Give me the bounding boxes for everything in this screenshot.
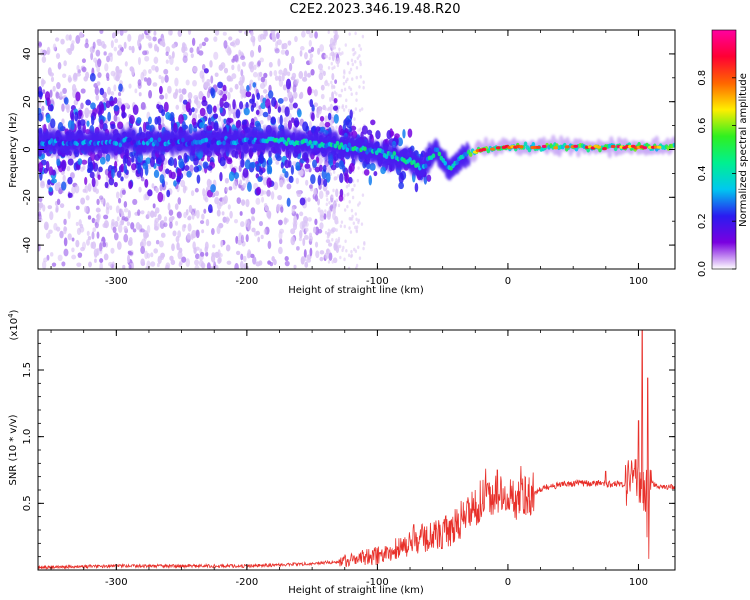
snr-x-axis-title: Height of straight line (km) bbox=[288, 585, 424, 596]
spectrogram-x-tick-label: -100 bbox=[366, 276, 389, 287]
snr-y-ticks: 0.5 1.0 1.5 bbox=[22, 342, 675, 558]
snr-line bbox=[38, 330, 675, 570]
spectrogram-y-axis-title: Frequency (Hz) bbox=[8, 112, 19, 188]
spectrogram-heatmap bbox=[38, 30, 675, 269]
spectrogram-ridge-core bbox=[38, 135, 675, 171]
snr-y-tick-label: 1.5 bbox=[22, 362, 33, 378]
colorbar-frame bbox=[711, 29, 737, 270]
snr-x-ticks: -300 -200 -100 0 100 bbox=[50, 330, 648, 588]
colorbar-tick-label: 0.0 bbox=[697, 261, 708, 277]
snr-y-axis-title: SNR (10 * v/v) bbox=[8, 414, 19, 485]
snr-x-tick-label: 100 bbox=[629, 577, 648, 588]
spectrogram-y-ticks: -40 -20 0 20 40 bbox=[22, 29, 675, 270]
colorbar-ticks: 0.0 0.2 0.4 0.6 0.8 bbox=[697, 70, 736, 277]
colorbar: 0.0 0.2 0.4 0.6 0.8 Normalized spectral ampl… bbox=[697, 29, 749, 277]
colorbar-tick-label: 0.4 bbox=[697, 165, 708, 181]
colorbar-label: Normalized spectral amplitude bbox=[738, 73, 749, 227]
spectrogram-x-tick-label: -300 bbox=[105, 276, 128, 287]
spectrogram-y-tick-label: 40 bbox=[22, 48, 33, 61]
snr-x-tick-label: -300 bbox=[105, 577, 128, 588]
spectrogram-x-tick-label: 0 bbox=[505, 276, 511, 287]
spectrogram-x-axis-title: Height of straight line (km) bbox=[288, 285, 424, 296]
snr-x-tick-label: -100 bbox=[366, 577, 389, 588]
spectrogram-y-tick-label: 20 bbox=[22, 95, 33, 108]
snr-x-tick-label: 0 bbox=[505, 577, 511, 588]
colorbar-tick-label: 0.6 bbox=[697, 118, 708, 134]
snr-y-multiplier: (x104) bbox=[7, 309, 20, 340]
colorbar-tick-label: 0.2 bbox=[697, 213, 708, 229]
snr-line-series bbox=[38, 330, 675, 570]
snr-panel: -300 -200 -100 0 100 0.5 1.0 1.5 Height of str… bbox=[7, 309, 676, 596]
colorbar-gradient bbox=[712, 30, 736, 269]
spectrogram-x-ticks: -300 -200 -100 0 100 bbox=[50, 30, 648, 287]
snr-x-tick-label: -200 bbox=[236, 577, 259, 588]
chart-title: C2E2.2023.346.19.48.R20 bbox=[289, 2, 461, 17]
spectrogram-x-tick-label: 100 bbox=[629, 276, 648, 287]
spectrogram-y-tick-label: 0 bbox=[22, 146, 33, 152]
snr-y-tick-label: 1.0 bbox=[22, 429, 33, 445]
spectrogram-y-tick-label: -20 bbox=[22, 189, 33, 205]
spectrogram-x-tick-label: -200 bbox=[236, 276, 259, 287]
snr-plot-area bbox=[38, 330, 675, 570]
colorbar-tick-label: 0.8 bbox=[697, 70, 708, 86]
snr-y-tick-label: 0.5 bbox=[22, 495, 33, 511]
spectrogram-y-tick-label: -40 bbox=[22, 237, 33, 253]
